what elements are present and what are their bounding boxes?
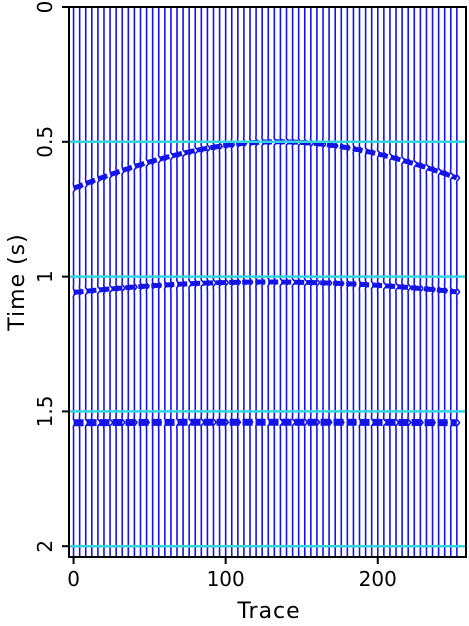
trace-wiggle-100	[224, 7, 230, 556]
y-tick-label-4: 2	[33, 540, 57, 553]
x-tick-label-1: 100	[207, 567, 245, 591]
trace-wiggle-244	[443, 7, 449, 556]
trace-wiggle-8	[84, 7, 90, 556]
trace-wiggle-84	[200, 7, 205, 556]
trace-wiggle-40	[133, 7, 138, 556]
trace-wiggle-228	[419, 7, 424, 556]
y-tick-label-3: 1.5	[33, 396, 57, 428]
trace-wiggle-56	[157, 7, 163, 556]
trace-wiggle-60	[163, 7, 169, 556]
y-tick-label-2: 1	[33, 270, 57, 283]
trace-wiggle-252	[455, 7, 461, 556]
plot-frame	[68, 6, 467, 558]
trace-wiggle-160	[315, 7, 321, 556]
trace-wiggle-192	[364, 7, 370, 556]
trace-wiggle-196	[370, 7, 376, 556]
trace-wiggle-24	[109, 7, 114, 556]
reflection-event-2	[73, 279, 458, 295]
trace-wiggle-68	[175, 7, 181, 556]
trace-wiggle-240	[437, 7, 443, 556]
trace-wiggle-48	[145, 7, 151, 556]
trace-wiggle-208	[388, 7, 394, 556]
y-tick-label-1: 0.5	[33, 126, 57, 158]
y-tick-label-0: 0	[33, 1, 57, 14]
trace-wiggle-16	[96, 7, 102, 556]
trace-wiggle-168	[328, 7, 333, 556]
trace-wiggle-108	[236, 7, 242, 556]
trace-wiggle-116	[248, 7, 254, 556]
trace-wiggle-200	[376, 7, 382, 556]
trace-wiggle-76	[188, 7, 193, 556]
trace-wiggle-64	[169, 7, 175, 556]
reference-lines	[69, 140, 466, 548]
trace-wiggle-236	[431, 7, 437, 556]
trace-wiggle-220	[407, 7, 412, 556]
reflection-event-3	[73, 418, 457, 427]
trace-wiggle-28	[115, 7, 120, 556]
trace-wiggle-184	[352, 7, 357, 556]
trace-wiggle-232	[425, 7, 431, 556]
x-tick-label-0: 0	[67, 567, 80, 591]
trace-wiggle-32	[121, 7, 126, 556]
trace-wiggle-36	[127, 7, 132, 556]
trace-wiggle-216	[401, 7, 406, 556]
x-tick-label-2: 200	[359, 567, 397, 591]
trace-wiggles	[72, 7, 461, 556]
y-axis-title: Time (s)	[5, 233, 30, 331]
trace-wiggle-52	[151, 7, 157, 556]
x-axis-title: Trace	[236, 599, 300, 624]
trace-wiggle-204	[382, 7, 388, 556]
trace-wiggle-12	[90, 7, 96, 556]
trace-wiggle-72	[182, 7, 187, 556]
y-axis: 0 0.5 1 1.5 2	[33, 1, 69, 553]
trace-wiggle-224	[413, 7, 418, 556]
trace-wiggle-188	[358, 7, 364, 556]
trace-wiggle-4	[78, 7, 84, 556]
reflection-event-1	[72, 139, 458, 191]
x-axis: 0 100 200	[67, 557, 397, 591]
trace-wiggle-152	[303, 7, 309, 556]
trace-wiggle-20	[102, 7, 108, 556]
trace-wiggle-0	[72, 7, 78, 556]
trace-wiggle-92	[212, 7, 218, 556]
trace-wiggle-44	[139, 7, 145, 556]
trace-wiggle-212	[394, 7, 400, 556]
trace-wiggle-248	[449, 7, 455, 556]
